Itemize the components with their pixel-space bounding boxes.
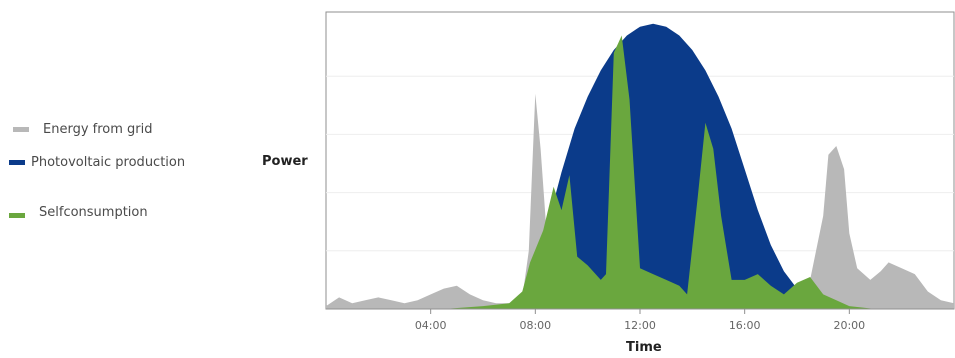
legend-item-photovoltaic-production: Photovoltaic production <box>9 155 185 170</box>
x-tick-label-2: 12:00 <box>624 319 656 332</box>
series-area-energy-from-grid <box>326 93 954 309</box>
x-tick-label-0: 04:00 <box>415 319 447 332</box>
legend-label-selfconsumption: Selfconsumption <box>39 205 148 220</box>
x-tick-label-1: 08:00 <box>519 319 551 332</box>
y-axis-label: Power <box>262 154 308 169</box>
series-area-selfconsumption <box>443 35 876 309</box>
x-tick-label-4: 20:00 <box>833 319 865 332</box>
legend-swatch-selfconsumption <box>9 213 25 218</box>
legend-swatch-photovoltaic-production <box>9 160 25 165</box>
series-area-photovoltaic-production <box>509 23 824 310</box>
legend-item-energy-from-grid: Energy from grid <box>9 122 153 137</box>
legend-label-photovoltaic-production: Photovoltaic production <box>31 155 186 170</box>
legend-label-energy-from-grid: Energy from grid <box>43 122 153 137</box>
x-axis-label: Time <box>626 340 662 355</box>
legend-item-selfconsumption: Selfconsumption <box>9 205 148 220</box>
x-tick-label-3: 16:00 <box>729 319 761 332</box>
legend-swatch-energy-from-grid <box>13 127 29 132</box>
